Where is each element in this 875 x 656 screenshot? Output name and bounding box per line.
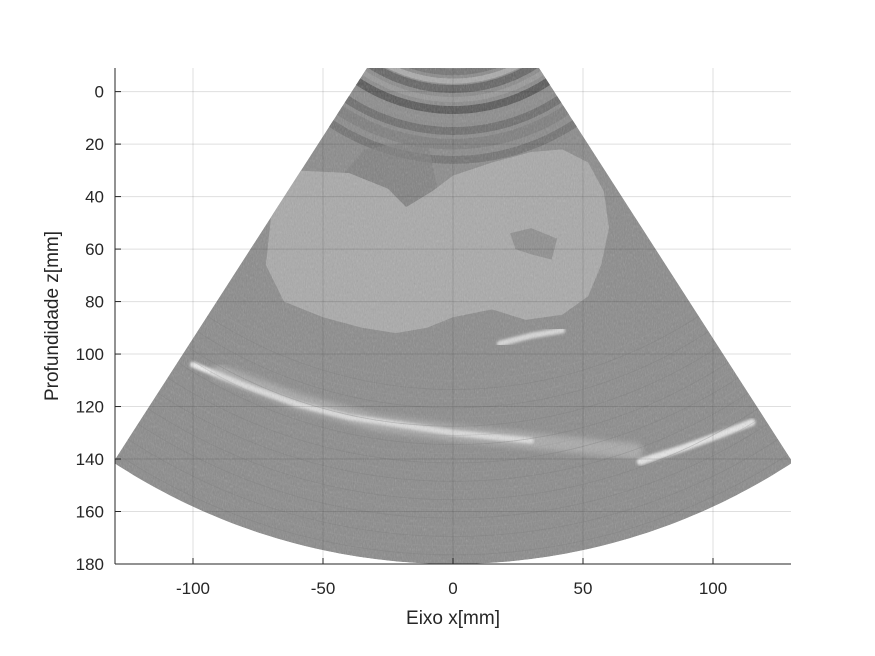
x-tick-label: 0 (448, 579, 457, 598)
reverberation-arc (182, 354, 724, 436)
x-tick-label: -100 (176, 579, 210, 598)
reverberation-arc (197, 331, 709, 409)
y-axis-label: Profundidade z[mm] (42, 231, 63, 401)
y-tick-label: 40 (85, 188, 104, 207)
y-tick-label: 80 (85, 293, 104, 312)
reverberation-arc (172, 369, 734, 455)
reverberation-arc (152, 400, 754, 491)
reverberation-arc (167, 377, 739, 464)
reverberation-arc (132, 431, 774, 528)
reverberation-arc (162, 385, 744, 473)
reverberation-arc (122, 446, 784, 546)
reverberation-arc (137, 423, 769, 519)
reverberation-arc (187, 346, 719, 427)
x-tick-label: -50 (311, 579, 336, 598)
x-tick-label: 100 (699, 579, 727, 598)
y-tick-label: 60 (85, 240, 104, 259)
reverberation-arcs (117, 307, 789, 556)
reverberation-arc (147, 408, 759, 501)
reverberation-arc (207, 315, 699, 390)
reverberation-arc (117, 454, 789, 556)
y-tick-label: 160 (76, 503, 104, 522)
x-tick-label: 50 (574, 579, 593, 598)
grid (115, 68, 791, 565)
reverberation-arc (142, 415, 764, 510)
reverberation-arc (157, 392, 749, 482)
y-tick-label: 140 (76, 450, 104, 469)
y-ticks: 0 20 40 60 80 100 120 140 160 180 (76, 83, 121, 574)
y-tick-label: 20 (85, 135, 104, 154)
reverberation-arc (192, 338, 714, 418)
x-axis-label: Eixo x[mm] (406, 608, 500, 629)
y-tick-label: 0 (95, 83, 104, 102)
y-tick-label: 120 (76, 398, 104, 417)
y-tick-label: 180 (76, 555, 104, 574)
x-ticks: -100 -50 0 50 100 (176, 558, 727, 598)
reverberation-arc (202, 323, 704, 400)
y-tick-label: 100 (76, 345, 104, 364)
reverberation-arc (177, 361, 729, 446)
reverberation-arc (212, 307, 694, 381)
reverberation-arc (127, 438, 779, 537)
